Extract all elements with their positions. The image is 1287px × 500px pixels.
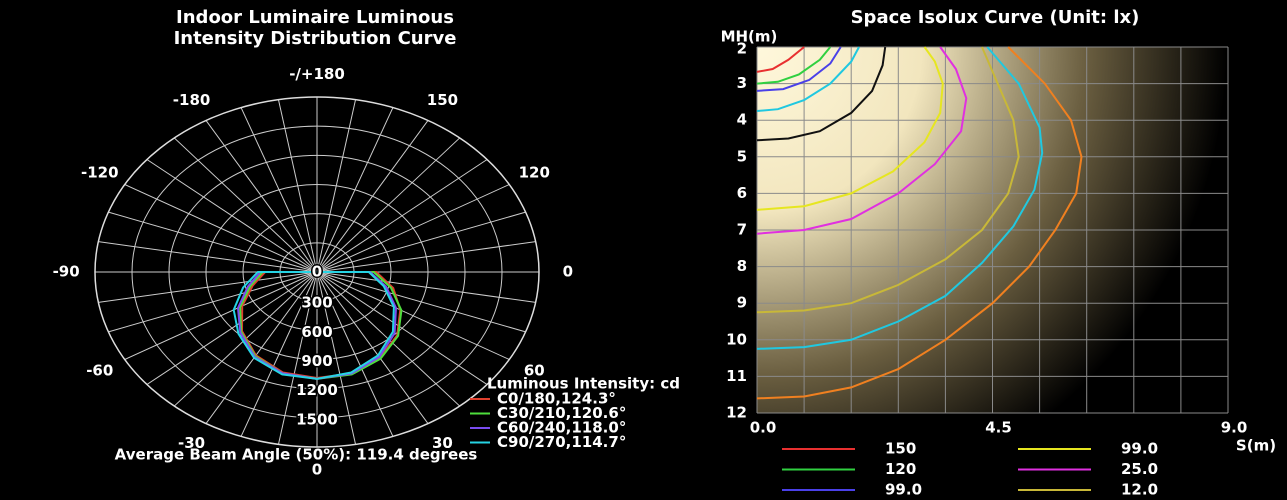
legend-label: C60/240,118.0° <box>497 419 626 437</box>
angle-tick-label: -60 <box>86 361 113 379</box>
isolux-curve <box>756 46 860 112</box>
legend-label: C30/210,120.6° <box>497 404 626 422</box>
isolux-curve <box>756 46 1044 350</box>
y-tick-label: 11 <box>726 367 747 385</box>
legend-label: 99.0 <box>1121 440 1158 458</box>
y-tick-label: 12 <box>726 404 747 422</box>
isolux-curve <box>756 46 1083 400</box>
outer-ring <box>94 96 540 448</box>
isolux-curve <box>756 46 968 235</box>
isolux-curve <box>756 46 832 85</box>
footer: Average Beam Angle (50%): 119.4 degrees <box>115 446 478 464</box>
ring <box>205 184 429 360</box>
r-tick-label: 1200 <box>296 381 338 399</box>
y-tick-label: 7 <box>737 221 747 239</box>
y-tick-label: 8 <box>737 257 747 275</box>
x-axis-label: S(m) <box>1236 437 1276 455</box>
x-tick-label: 9.0 <box>1221 419 1248 437</box>
legend-label: C0/180,124.3° <box>497 390 616 408</box>
x-tick-label: 0.0 <box>750 419 777 437</box>
angle-tick-label: -120 <box>81 164 119 182</box>
y-tick-label: 3 <box>737 74 747 92</box>
r-tick-label: 1500 <box>296 410 338 428</box>
angle-tick-label: 150 <box>427 91 458 109</box>
r-tick-label: 900 <box>301 352 332 370</box>
isolux-curve <box>756 46 1020 314</box>
ring <box>242 213 392 331</box>
legend-label: 150 <box>885 440 916 458</box>
y-tick-label: 9 <box>737 294 747 312</box>
r-tick-label: 0 <box>312 263 322 281</box>
isolux-title: Space Isolux Curve (Unit: lx) <box>850 7 1140 28</box>
legend-label: C90/270,114.7° <box>497 433 626 451</box>
legend-label: 12.0 <box>1121 481 1158 499</box>
y-tick-label: 5 <box>737 147 747 165</box>
y-tick-label: 2 <box>737 40 747 58</box>
angle-tick-label: -/+180 <box>289 65 345 83</box>
x-tick-label: 4.5 <box>985 419 1012 437</box>
isolux-curve <box>756 46 842 92</box>
angle-tick-label: 60 <box>524 361 545 379</box>
angle-tick-label: 0 <box>312 460 322 478</box>
r-tick-label: 300 <box>301 294 332 312</box>
isolux-curve <box>756 46 944 211</box>
isolux-curve <box>756 46 805 73</box>
isolux-curve <box>756 46 887 142</box>
legend-label: 120 <box>885 460 916 478</box>
angle-tick-label: -180 <box>173 91 211 109</box>
intensity-curve <box>232 271 395 380</box>
y-tick-label: 6 <box>737 184 747 202</box>
legend-label: 25.0 <box>1121 460 1158 478</box>
y-tick-label: 10 <box>726 330 747 348</box>
legend-title: Luminous Intensity: cd <box>487 375 680 393</box>
r-tick-label: 600 <box>301 323 332 341</box>
angle-tick-label: 120 <box>519 164 550 182</box>
y-axis-label: MH(m) <box>721 28 778 46</box>
polar-title: Indoor Luminaire Luminous Intensity Dist… <box>173 7 457 49</box>
legend-label: 99.0 <box>885 481 922 499</box>
ring <box>168 154 466 390</box>
angle-tick-label: 0 <box>563 263 573 281</box>
angle-tick-label: -30 <box>178 434 205 452</box>
ring <box>131 125 503 419</box>
angle-tick-label: 30 <box>432 434 453 452</box>
angle-tick-label: -90 <box>53 263 80 281</box>
y-tick-label: 4 <box>737 111 747 129</box>
